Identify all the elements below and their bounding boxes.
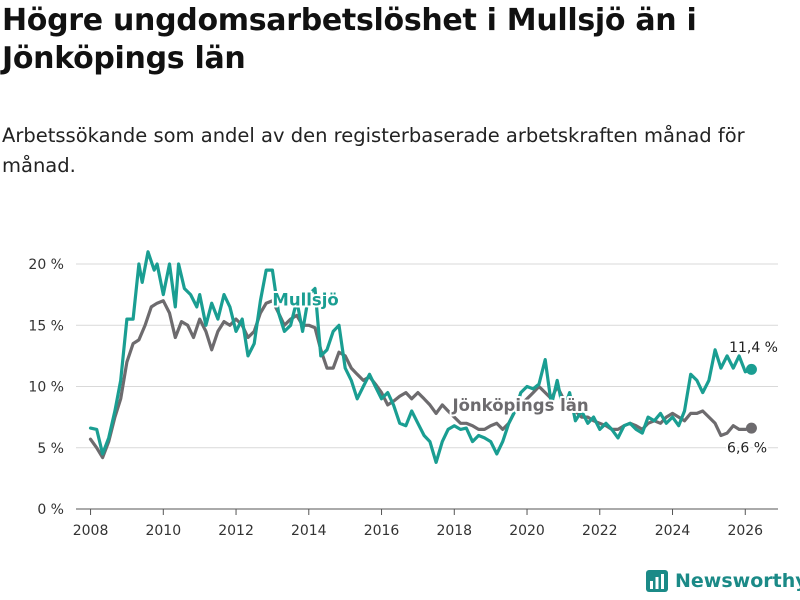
chart-title: Högre ungdomsarbetslöshet i Mullsjö än i…: [2, 3, 697, 76]
series-line-jonkopings-lan: [88, 299, 753, 460]
x-tick-label: 2012: [218, 523, 254, 539]
series-label-mullsjo-halo: Mullsjö: [272, 291, 338, 310]
x-tick-label: 2010: [145, 523, 181, 539]
x-tick-label: 2008: [73, 523, 109, 539]
y-tick-label: 5 %: [37, 441, 64, 457]
chart-subtitle: Arbetssökande som andel av den registerb…: [2, 124, 745, 177]
x-tick-label: 2026: [727, 523, 763, 539]
x-tick-label: 2014: [291, 523, 327, 539]
end-value-label-jonkopings-lan: 6,6 %: [727, 441, 767, 457]
end-value-label-mullsjo-halo: 11,4 %: [729, 340, 778, 356]
x-tick-label: 2016: [364, 523, 400, 539]
y-tick-label: 15 %: [28, 318, 64, 334]
series-label-jonkopings-lan: Jönköpings län: [451, 396, 588, 415]
bar-chart-logo-icon: [646, 570, 668, 592]
end-marker-jonkopings-lan: [745, 422, 757, 434]
x-tick-label: 2020: [509, 523, 545, 539]
end-value-label-jonkopings-lan-halo: 6,6 %: [727, 441, 767, 457]
end-value-label-mullsjo: 11,4 %: [729, 340, 778, 356]
y-tick-label: 0 %: [37, 502, 64, 518]
x-tick-label: 2022: [582, 523, 618, 539]
series-label-jonkopings-lan-halo: Jönköpings län: [451, 396, 588, 415]
y-tick-label: 20 %: [28, 257, 64, 273]
series-label-mullsjo: Mullsjö: [272, 291, 338, 310]
x-tick-label: 2024: [655, 523, 691, 539]
newsworthy-brand[interactable]: Newsworthy: [645, 569, 800, 593]
series-line-mullsjo: [88, 250, 753, 464]
brand-name: Newsworthy: [675, 570, 800, 592]
end-marker-mullsjo: [745, 363, 757, 375]
x-tick-label: 2018: [436, 523, 472, 539]
y-tick-label: 10 %: [28, 380, 64, 396]
